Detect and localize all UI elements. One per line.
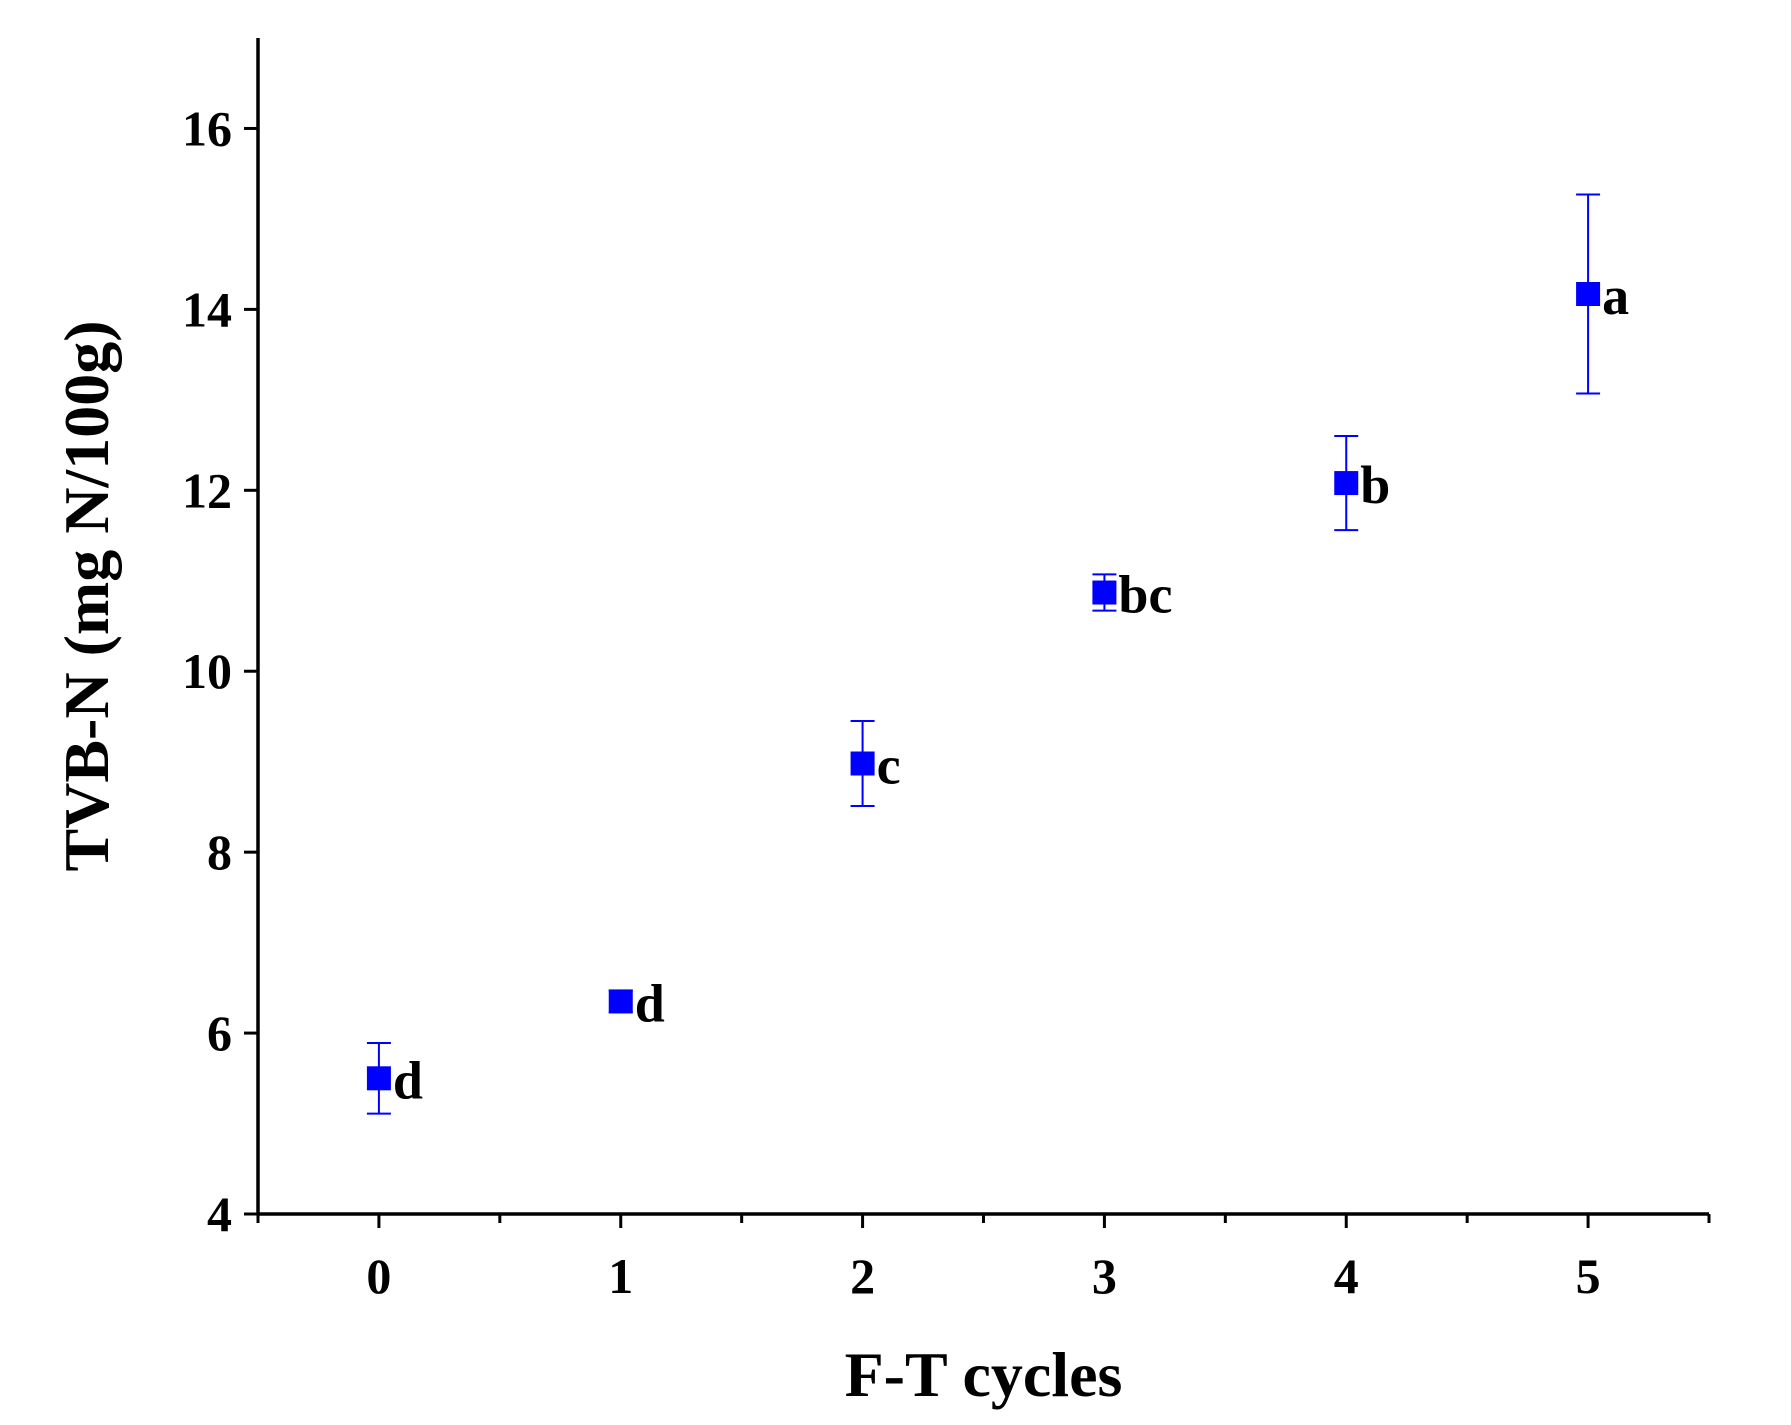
data-point xyxy=(1576,282,1601,307)
data-point xyxy=(1334,471,1359,496)
data-points: d d c bc b a xyxy=(366,193,1629,1115)
significance-label: d xyxy=(635,973,665,1033)
data-point xyxy=(366,1066,391,1091)
y-tick-label: 6 xyxy=(207,1005,232,1061)
x-tick-label: 4 xyxy=(1334,1248,1359,1304)
x-tick-label: 3 xyxy=(1092,1248,1117,1304)
significance-label: c xyxy=(877,736,901,796)
y-tick-label: 12 xyxy=(182,462,232,518)
y-tick-label: 14 xyxy=(182,281,232,337)
y-tick-label: 16 xyxy=(182,100,232,156)
x-axis-title: F-T cycles xyxy=(845,1339,1123,1410)
significance-label: d xyxy=(393,1050,423,1110)
y-tick-label: 10 xyxy=(182,643,232,699)
x-tick-label: 5 xyxy=(1576,1248,1601,1304)
y-axis-ticks: 4 6 8 10 12 14 16 xyxy=(182,100,258,1242)
data-point xyxy=(608,989,633,1014)
data-point xyxy=(1092,580,1117,605)
significance-label: b xyxy=(1360,455,1390,515)
significance-label: bc xyxy=(1118,565,1172,625)
significance-label: a xyxy=(1602,266,1629,326)
data-point xyxy=(850,751,875,776)
x-tick-label: 0 xyxy=(366,1248,391,1304)
axes xyxy=(256,38,1709,1216)
y-tick-label: 8 xyxy=(207,824,232,880)
y-tick-label: 4 xyxy=(207,1186,232,1242)
x-axis-ticks: 0 1 2 3 4 5 xyxy=(256,1214,1711,1304)
y-axis-title: TVB-N (mg N/100g) xyxy=(51,320,122,871)
x-tick-label: 2 xyxy=(850,1248,875,1304)
x-tick-label: 1 xyxy=(608,1248,633,1304)
